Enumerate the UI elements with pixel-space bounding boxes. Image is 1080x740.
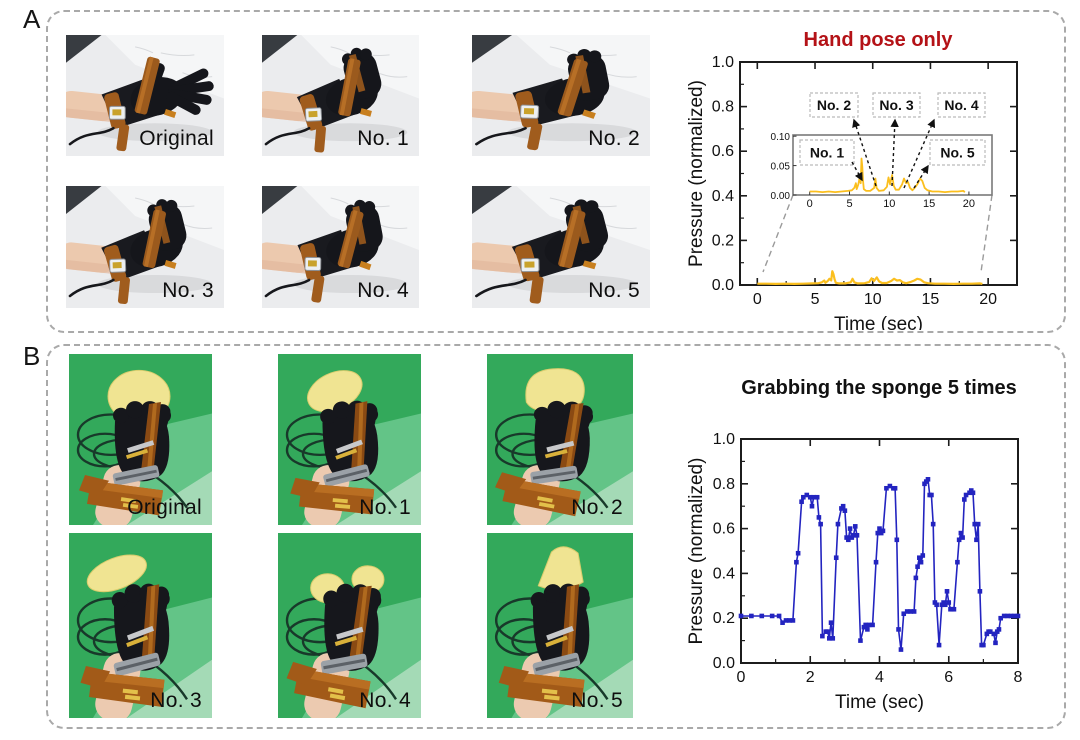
- svg-text:0.2: 0.2: [712, 232, 734, 249]
- svg-text:0.4: 0.4: [713, 565, 735, 582]
- svg-text:15: 15: [922, 291, 940, 308]
- svg-text:0.6: 0.6: [713, 521, 735, 538]
- svg-text:15: 15: [923, 198, 935, 210]
- svg-text:0.0: 0.0: [713, 655, 735, 672]
- photo-b-no3: No. 3: [69, 533, 212, 718]
- photo-a-no4: No. 4: [262, 186, 419, 308]
- photo-label: No. 4: [357, 279, 409, 302]
- svg-text:2: 2: [806, 669, 815, 686]
- sponge-grab-pressure-chart: Grabbing the sponge 5 times 0 2 4 6 8 0.0 0.2 0.…: [686, 377, 1023, 713]
- svg-text:6: 6: [944, 669, 953, 686]
- photo-b-no2: No. 2: [487, 354, 633, 525]
- svg-text:No. 4: No. 4: [944, 97, 978, 113]
- photo-a-no3: No. 3: [66, 186, 224, 308]
- panel-b-letter: B: [23, 341, 41, 371]
- svg-text:5: 5: [811, 291, 820, 308]
- svg-text:5: 5: [846, 198, 852, 210]
- svg-text:No. 3: No. 3: [879, 97, 913, 113]
- svg-text:No. 2: No. 2: [817, 97, 851, 113]
- photo-b-no5: No. 5: [487, 533, 633, 718]
- photo-label: Original: [127, 496, 202, 519]
- svg-text:4: 4: [875, 669, 884, 686]
- svg-text:1.0: 1.0: [712, 54, 734, 71]
- svg-text:1.0: 1.0: [713, 431, 735, 448]
- hand-photo-illustration: [262, 186, 419, 308]
- sponge-photo-illustration: [69, 533, 212, 718]
- svg-text:0.10: 0.10: [771, 132, 791, 143]
- svg-text:0.6: 0.6: [712, 143, 734, 160]
- svg-text:0.0: 0.0: [712, 277, 734, 294]
- photo-label: No. 3: [150, 689, 202, 712]
- sponge-photo-illustration: [487, 354, 633, 525]
- photo-a-no2: No. 2: [472, 35, 650, 156]
- svg-text:0.2: 0.2: [713, 610, 735, 627]
- panel-a-letter: A: [23, 4, 41, 34]
- photo-b-no1: No. 1: [278, 354, 421, 525]
- svg-text:0.4: 0.4: [712, 188, 734, 205]
- sponge-photo-illustration: [487, 533, 633, 718]
- photo-a-no1: No. 1: [262, 35, 419, 156]
- svg-text:20: 20: [979, 291, 997, 308]
- svg-text:8: 8: [1014, 669, 1023, 686]
- photo-label: Original: [139, 127, 214, 150]
- photo-a-original: Original: [66, 35, 224, 156]
- photo-label: No. 3: [162, 279, 214, 302]
- hand-photo-illustration: [262, 35, 419, 156]
- photo-label: No. 5: [588, 279, 640, 302]
- svg-text:Pressure (normalized): Pressure (normalized): [686, 80, 707, 267]
- photo-a-no5: No. 5: [472, 186, 650, 308]
- photo-label: No. 2: [588, 127, 640, 150]
- svg-text:0: 0: [807, 198, 813, 210]
- svg-text:0.05: 0.05: [771, 162, 791, 173]
- svg-text:0: 0: [737, 669, 746, 686]
- photo-label: No. 4: [359, 689, 411, 712]
- svg-text:Grabbing the sponge 5 times: Grabbing the sponge 5 times: [741, 377, 1017, 399]
- photo-label: No. 1: [359, 496, 411, 519]
- photo-b-no4: No. 4: [278, 533, 421, 718]
- sponge-photo-illustration: [69, 354, 212, 525]
- svg-text:No. 5: No. 5: [940, 145, 974, 161]
- photo-label: No. 5: [571, 689, 623, 712]
- svg-text:0.8: 0.8: [713, 476, 735, 493]
- svg-text:Time (sec): Time (sec): [834, 314, 923, 330]
- sponge-photo-illustration: [278, 533, 421, 718]
- photo-label: No. 2: [571, 496, 623, 519]
- svg-text:Time (sec): Time (sec): [835, 692, 924, 713]
- svg-text:No. 1: No. 1: [810, 145, 844, 161]
- svg-text:Pressure (normalized): Pressure (normalized): [686, 458, 707, 645]
- hand-photo-illustration: [472, 186, 650, 308]
- photo-b-original: Original: [69, 354, 212, 525]
- hand-photo-illustration: [66, 186, 224, 308]
- hand-pose-pressure-chart: Hand pose only 0 5 10 15 20 0.0 0.2 0.4 0.6 0.8 1.0…: [686, 29, 1018, 330]
- photo-label: No. 1: [357, 127, 409, 150]
- svg-text:0: 0: [753, 291, 762, 308]
- svg-text:10: 10: [883, 198, 895, 210]
- svg-text:20: 20: [963, 198, 975, 210]
- svg-text:0.8: 0.8: [712, 99, 734, 116]
- svg-text:Hand pose only: Hand pose only: [804, 29, 954, 51]
- sponge-photo-illustration: [278, 354, 421, 525]
- svg-text:0.00: 0.00: [771, 191, 791, 202]
- hand-photo-illustration: [66, 35, 224, 156]
- svg-text:10: 10: [864, 291, 882, 308]
- hand-photo-illustration: [472, 35, 650, 156]
